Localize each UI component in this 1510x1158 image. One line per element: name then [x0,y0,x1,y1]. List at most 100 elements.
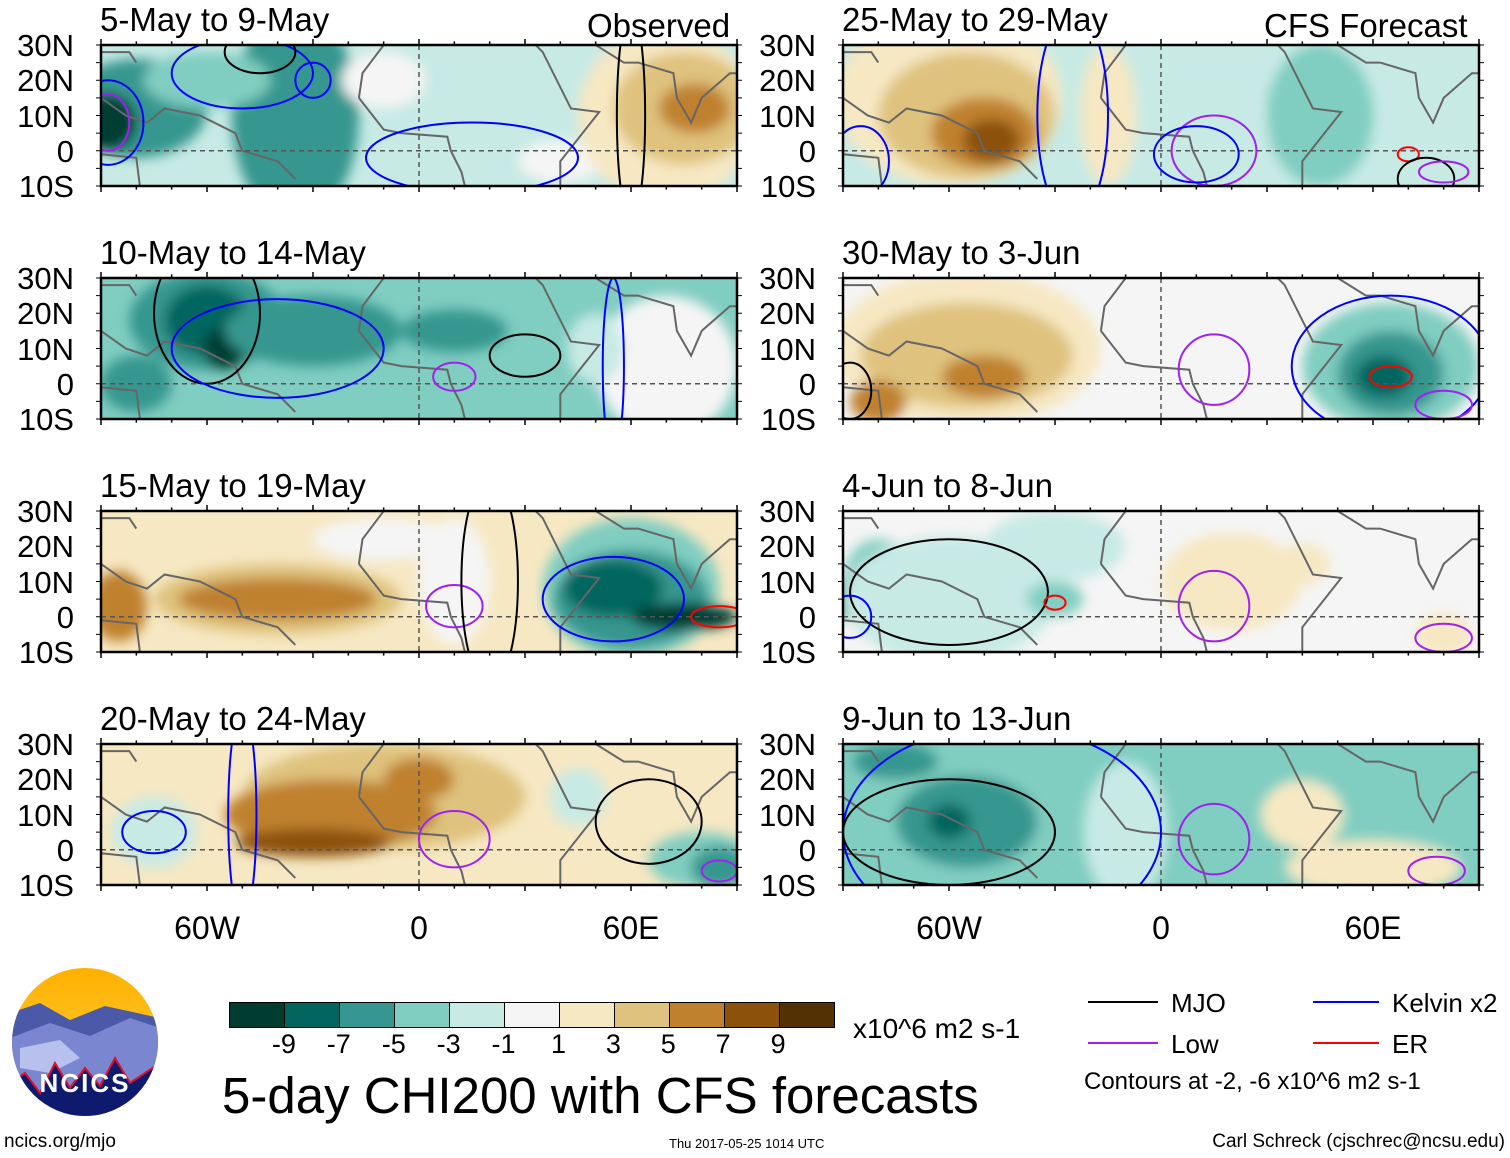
lat-label: 0 [56,599,74,635]
map-panel [96,272,742,425]
footer-url[interactable]: ncics.org/mjo [4,1131,116,1152]
colorbar-tick-label: -3 [436,1029,461,1059]
wave-contour [843,744,1162,885]
coastline [101,278,737,419]
wave-contour [432,361,477,392]
lat-label: 10S [760,402,816,437]
forecast-header: CFS Forecast [1264,7,1468,44]
wave-contour [1414,389,1473,419]
wave-contour [541,555,685,643]
lat-label: 30N [759,727,816,762]
lat-label: 20N [17,63,74,99]
lat-label: 10S [18,169,74,204]
coastline [843,511,1479,652]
footer-timestamp: Thu 2017-05-25 1014 UTC [669,1136,825,1151]
wave-contour [1043,594,1067,611]
lat-label: 30N [759,28,816,63]
wave-contour [101,93,131,152]
chi-shading-region [963,119,1020,162]
lat-label: 20N [759,529,816,565]
colorbar-tick-label: 5 [660,1029,676,1059]
colorbar-swatch [394,1003,449,1027]
wave-contour [153,278,261,385]
colorbar-swatch [284,1003,339,1027]
lat-label: 0 [56,133,74,169]
lat-label: 20N [17,529,74,565]
chi-shading-region [231,45,359,186]
wave-contour [843,361,873,419]
map-panel [96,39,742,192]
footer-credit: Carl Schreck (cjschrec@ncsu.edu) [1212,1131,1505,1152]
lat-label: 10N [17,331,74,367]
colorbar-tick-label: -5 [381,1029,406,1059]
lat-label: 20N [759,63,816,99]
chi-shading-region [1274,542,1331,586]
wave-contour [1170,114,1258,186]
wave-contour [843,778,1056,885]
panel-title: 20-May to 24-May [100,700,366,737]
map-panel [838,505,1484,658]
lat-label: 30N [759,494,816,529]
chi-shading-region [1267,45,1373,186]
chi-shading-region [1083,761,1169,885]
figure-title: 5-day CHI200 with CFS forecasts [222,1067,979,1124]
wave-contour [121,809,187,855]
lat-label: 10S [760,868,816,903]
lon-label: 60W [916,910,982,946]
chi-shading-region [235,828,391,857]
wave-contour [1396,156,1456,186]
colorbar-swatch [339,1003,394,1027]
wave-contour [594,778,703,865]
map-panel [96,738,742,891]
wave-contour [1290,294,1479,419]
coastline [101,511,737,652]
coastline [843,278,1479,419]
wave-contour [1407,855,1466,885]
colorbar-tick-label: 1 [550,1029,566,1059]
lat-label: 10S [18,635,74,670]
low-legend-label: Low [1171,1029,1219,1059]
wave-contour [227,744,258,885]
lon-label: 60E [602,910,660,946]
kelvin-legend-label: Kelvin x2 [1392,988,1498,1018]
lat-label: 10S [760,169,816,204]
chi-shading-region [927,803,971,840]
lon-label: 0 [1152,910,1170,946]
wave-contour [615,45,647,186]
wave-contour [1152,125,1240,184]
wave-contour [365,121,579,186]
lat-label: 0 [798,599,816,635]
chi-shading-region [631,602,737,631]
lat-label: 10N [17,98,74,134]
panel-title: 9-Jun to 13-Jun [842,700,1072,737]
wave-contour [1036,45,1109,186]
chi-shading-region [1415,613,1472,652]
chi-shading-region [563,560,663,617]
lat-label: 10N [17,564,74,600]
panel-title: 25-May to 29-May [842,1,1108,38]
colorbar-swatch [559,1003,614,1027]
lat-label: 20N [759,762,816,798]
wave-contour [1414,622,1473,652]
chi-shading-region [1259,779,1345,850]
colorbar [229,1002,835,1028]
lat-label: 10N [759,564,816,600]
panel-title: 15-May to 19-May [100,467,366,504]
lat-label: 10S [760,635,816,670]
chi-shading-region [313,518,455,561]
coastline [101,45,737,186]
chi-shading-region [401,309,508,353]
panel-title: 5-May to 9-May [100,1,330,38]
chi-shading-region [143,52,271,109]
kelvin-legend-line [1313,1001,1379,1003]
lat-label: 10S [18,402,74,437]
lat-label: 10N [759,797,816,833]
chi-shading-region [1284,839,1462,885]
chi-shading-region [111,796,197,868]
chi-shading-region [1161,532,1303,631]
map-panel [838,39,1484,192]
lat-label: 30N [17,28,74,63]
lon-label: 0 [410,910,428,946]
wave-contour [843,594,873,639]
lon-label: 60E [1344,910,1402,946]
